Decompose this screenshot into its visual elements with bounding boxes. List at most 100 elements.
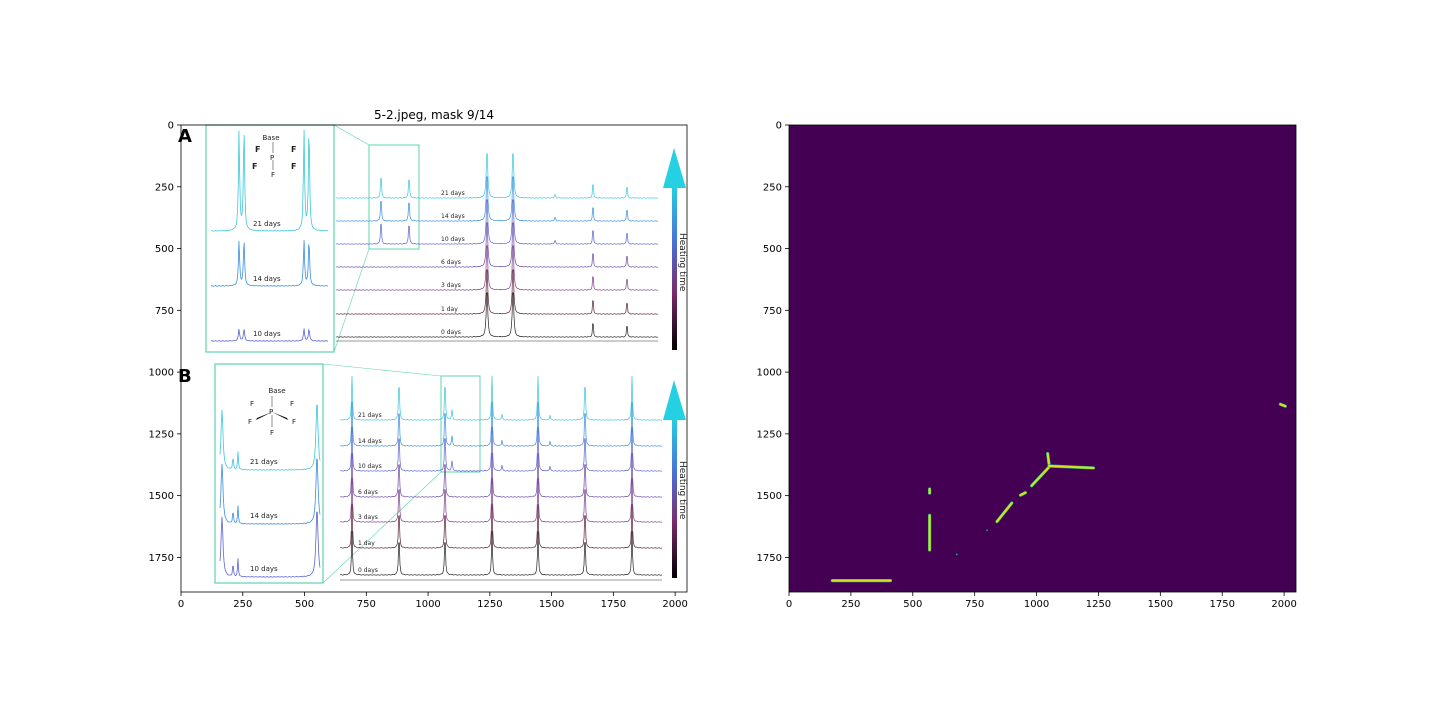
panel-a-day-label: 21 days (441, 190, 465, 197)
panel-a-main-spectra: 21 days 14 days 10 days 6 days 3 days 1 day 0 … (335, 153, 659, 342)
panel-a-day-label: 6 days (441, 259, 461, 266)
left-ytick-label: 1500 (149, 491, 174, 502)
panel-b-zoom-line-top (322, 363, 442, 377)
panel-a-inset-day-label: 21 days (253, 220, 281, 228)
panel-a-atom-f1: F (255, 145, 260, 154)
panel-b-spectrum-trace (339, 401, 663, 447)
panel-b-spectrum-trace (339, 375, 663, 421)
right-xtick-label: 250 (841, 599, 860, 610)
left-xtick-label: 750 (357, 599, 376, 610)
right-ytick-label: 500 (763, 244, 782, 255)
left-ytick-label: 1750 (149, 553, 174, 564)
panel-a-atom-f2: F (291, 145, 296, 154)
panel-b-structure-base: Base (268, 387, 285, 395)
left-ytick-label: 1250 (149, 429, 174, 440)
panel-b-day-label: 21 days (358, 412, 382, 419)
panel-a-heating-label: Heating time (677, 233, 687, 292)
left-ytick-label: 500 (155, 244, 174, 255)
left-xtick-label: 1000 (415, 599, 440, 610)
panel-b-inset-day-label: 21 days (250, 458, 278, 466)
panel-a-zoom-box (368, 144, 420, 250)
panel-a-structure-base: Base (262, 134, 279, 142)
right-axis-ticks: 0 250 500 750 1000 1250 1500 1750 2000 0 250 500 750… (757, 121, 1297, 611)
panel-a-atom-f4: F (291, 162, 296, 171)
panel-a-spectrum-trace (335, 176, 659, 222)
panel-b-day-label: 3 days (358, 514, 378, 521)
left-xtick-label: 250 (233, 599, 252, 610)
panel-a-structure: Base F F F F P F (252, 134, 296, 179)
left-image-area (181, 125, 687, 592)
mask-region (1279, 403, 1287, 408)
left-xtick-label: 0 (178, 599, 184, 610)
mask-regions (830, 402, 1287, 583)
panel-a-inset-spectra: 21 days 14 days 10 days (210, 129, 329, 342)
panel-a-day-label: 0 days (441, 329, 461, 336)
panel-a-spectrum-trace (335, 245, 659, 291)
panel-b-main-spectra: 21 days 14 days 10 days 6 days 3 days 1 day 0 … (339, 375, 663, 581)
panel-b-zoom-line-bottom (322, 471, 442, 584)
right-xtick-label: 1750 (1210, 599, 1235, 610)
panel-b-inset-spectra: 21 days 14 days 10 days (219, 404, 321, 578)
panel-a-day-label: 14 days (441, 213, 465, 220)
panel-b-day-label: 1 day (358, 540, 375, 547)
panel-b-atom-f1: F (250, 400, 254, 408)
panel-b-inset-frame (214, 363, 324, 584)
left-ytick-label: 1000 (149, 368, 174, 379)
left-axes-frame (180, 124, 688, 593)
panel-b-spectrum-trace (339, 503, 663, 549)
panel-a-day-label: 3 days (441, 282, 461, 289)
panel-a-atom-f5: F (271, 171, 275, 179)
panel-b-spectrum-trace (339, 530, 663, 576)
panel-b-spectrum-trace (339, 452, 663, 498)
mask-region (995, 501, 1013, 523)
panel-a-spectrum-trace (335, 292, 659, 338)
right-xtick-label: 1500 (1148, 599, 1173, 610)
panel-a-inset-trace (210, 240, 329, 287)
panel-b-zoom-box (440, 375, 481, 473)
right-xtick-label: 1250 (1086, 599, 1111, 610)
panel-a-atom-f3: F (252, 162, 257, 171)
panel-b-inset-day-label: 10 days (250, 565, 278, 573)
left-axes: A B Base F F F F P F Base F F F F P F (149, 121, 688, 611)
panel-a-label: A (178, 126, 192, 147)
panel-a-day-label: 10 days (441, 236, 465, 243)
right-ytick-label: 1750 (757, 553, 782, 564)
right-axes: 0 250 500 750 1000 1250 1500 1750 2000 0 250 500 750… (757, 121, 1297, 611)
left-xtick-label: 1500 (539, 599, 564, 610)
panel-b-day-label: 0 days (358, 567, 378, 574)
panel-b-spectrum-trace (339, 426, 663, 472)
panel-b-inset-trace (219, 404, 321, 471)
panel-b-day-label: 14 days (358, 438, 382, 445)
panel-a-zoom-line-top (333, 124, 370, 146)
panel-b-atom-f5: F (270, 429, 274, 437)
panel-a-spectrum-trace (335, 222, 659, 268)
mask-region-dot (986, 529, 988, 532)
mask-region (1019, 491, 1027, 497)
panel-b-day-label: 6 days (358, 489, 378, 496)
right-ytick-label: 0 (776, 121, 782, 132)
panel-a-spectrum-trace (335, 153, 659, 199)
mask-region (1047, 464, 1095, 470)
panel-b-label: B (178, 366, 192, 387)
right-ytick-label: 250 (763, 182, 782, 193)
left-xtick-label: 2000 (662, 599, 687, 610)
figure-title: 5-2.jpeg, mask 9/14 (374, 108, 494, 122)
panel-a-heating-arrow (663, 148, 686, 350)
mask-region-dot (955, 553, 958, 556)
panel-b-structure: Base F F F F P F (248, 387, 296, 437)
mask-background (789, 125, 1296, 592)
left-xtick-label: 1250 (477, 599, 502, 610)
left-ytick-label: 750 (155, 306, 174, 317)
panel-a-day-label: 1 day (441, 306, 458, 313)
mask-region (1046, 452, 1051, 465)
left-xtick-label: 1750 (601, 599, 626, 610)
panel-a-inset-day-label: 10 days (253, 330, 281, 338)
right-xtick-label: 1000 (1024, 599, 1049, 610)
mask-region (1030, 466, 1051, 487)
right-xtick-label: 0 (786, 599, 792, 610)
left-ytick-label: 250 (155, 182, 174, 193)
panel-b-heating-arrow (663, 380, 686, 578)
left-ytick-label: 0 (168, 121, 174, 132)
panel-b-day-label: 10 days (358, 463, 382, 470)
